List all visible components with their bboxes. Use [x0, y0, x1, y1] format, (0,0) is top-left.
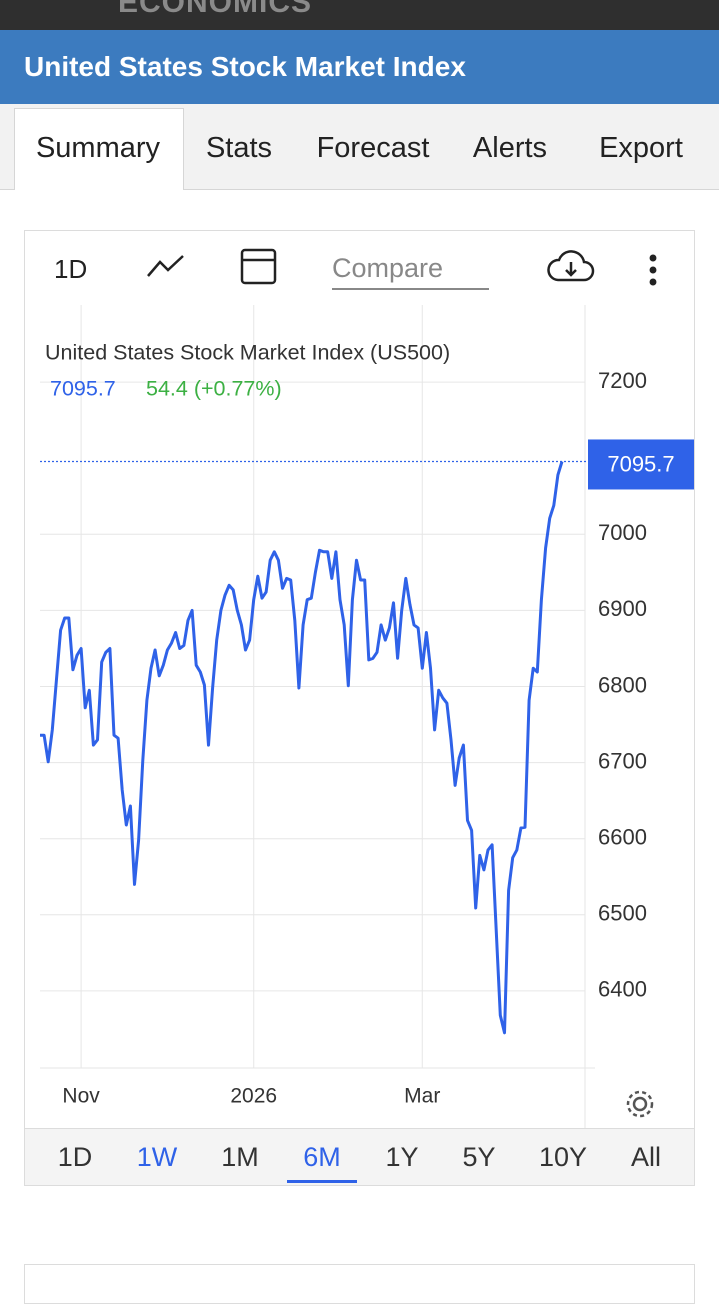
grid — [40, 305, 585, 1068]
menu-dot[interactable] — [649, 254, 657, 262]
tab[interactable]: Export — [599, 132, 683, 164]
x-tick-label: Mar — [404, 1085, 440, 1108]
tab[interactable]: Summary — [35, 132, 161, 164]
range-button[interactable]: 1W — [136, 1142, 178, 1172]
tab[interactable]: Forecast — [316, 132, 430, 164]
y-tick-label: 6900 — [598, 596, 647, 621]
menu-dot — [649, 266, 657, 274]
range-bar — [25, 1128, 694, 1185]
y-tick-label: 7000 — [598, 520, 647, 545]
tab[interactable]: Alerts — [472, 132, 548, 164]
y-tick-label: 6700 — [598, 748, 647, 773]
chart-type-icon[interactable] — [147, 255, 184, 277]
calendar-icon[interactable] — [240, 248, 277, 285]
x-tick-label: 2026 — [230, 1085, 277, 1108]
menu-dot — [649, 278, 657, 286]
brand[interactable]: ECONOMICS — [118, 0, 313, 19]
range-button[interactable]: 1D — [57, 1142, 93, 1172]
download-arrow — [565, 262, 577, 277]
legend-value: 7095.7 — [50, 377, 116, 401]
range-button[interactable]: 10Y — [538, 1142, 588, 1172]
range-button[interactable]: 1M — [221, 1142, 259, 1172]
price-line — [40, 461, 564, 1035]
page-title: United States Stock Market Index — [24, 51, 466, 82]
y-tick-label: 7200 — [598, 368, 647, 393]
download-icon[interactable] — [547, 250, 595, 282]
header — [0, 30, 719, 104]
legend-change: 54.4 (+0.77%) — [146, 377, 282, 401]
toolbar-icons — [147, 248, 657, 286]
settings-icon[interactable] — [626, 1090, 654, 1118]
y-tick-label: 6800 — [598, 672, 647, 697]
range-button[interactable]: 6M — [303, 1142, 341, 1172]
tab[interactable]: Stats — [205, 132, 273, 164]
x-tick-label: Nov — [62, 1085, 100, 1108]
chart-card — [24, 230, 695, 1186]
legend-name: United States Stock Market Index (US500) — [45, 341, 450, 365]
interval-button[interactable]: 1D — [54, 254, 88, 284]
last-price-box — [588, 439, 694, 490]
compare-input[interactable]: Compare — [332, 253, 489, 290]
top-bar: ECONOMICS — [0, 0, 719, 30]
range-button[interactable]: 1Y — [385, 1142, 419, 1172]
y-tick-label: 6600 — [598, 825, 647, 850]
y-tick-label: 6400 — [598, 977, 647, 1002]
selected-tab — [14, 108, 184, 190]
range-underline — [287, 1180, 357, 1183]
range-button[interactable]: 5Y — [462, 1142, 496, 1172]
last-price-label: 7095.7 — [607, 451, 674, 476]
range-button[interactable]: All — [630, 1142, 662, 1172]
y-tick-label: 6500 — [598, 901, 647, 926]
